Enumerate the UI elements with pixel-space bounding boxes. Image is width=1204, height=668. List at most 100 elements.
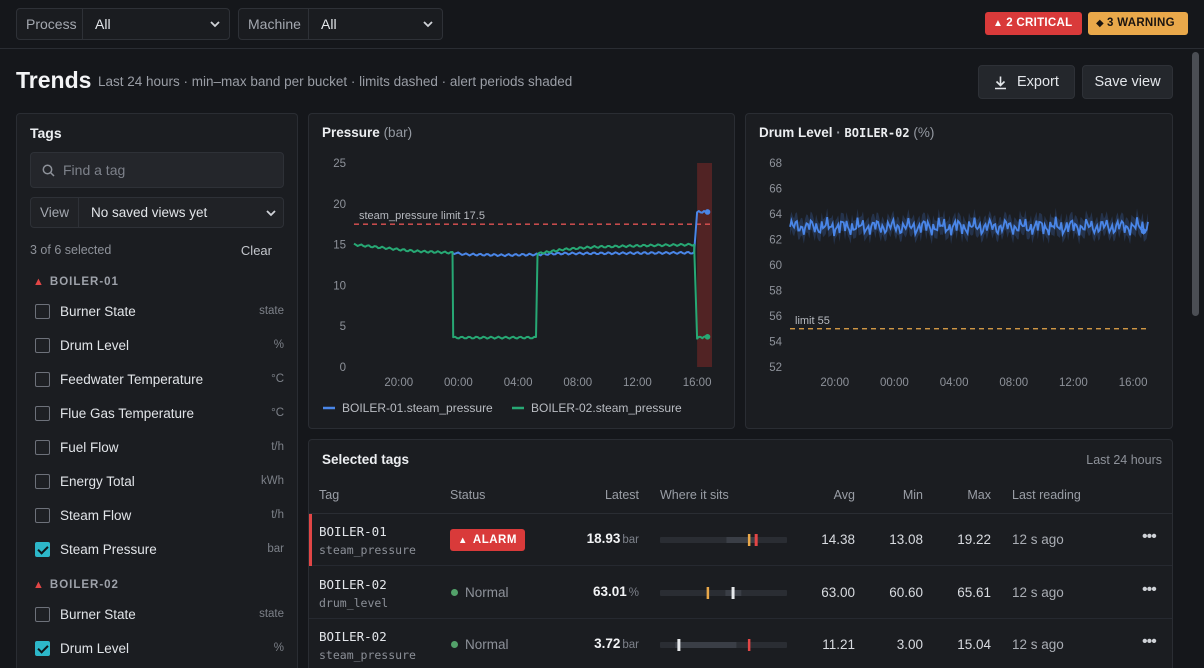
- tag-name: Steam Flow: [60, 508, 132, 523]
- avg-value: 11.21: [822, 637, 855, 652]
- pressure-chart-title: Pressure (bar): [322, 125, 412, 140]
- x-tick-label: 12:00: [623, 377, 652, 389]
- drum-chart-title: Drum Level · BOILER-02 (%): [759, 125, 935, 140]
- x-tick-label: 08:00: [999, 377, 1028, 389]
- col-header-max[interactable]: Max: [967, 488, 991, 502]
- avg-value: 14.38: [821, 532, 855, 547]
- tag-checkbox[interactable]: [35, 338, 50, 353]
- tag-checkbox[interactable]: [35, 406, 50, 421]
- tag-row[interactable]: Burner State state: [34, 302, 284, 322]
- legend-label: BOILER-01.steam_pressure: [342, 401, 493, 415]
- series-end-point: [704, 209, 711, 215]
- more-options-icon[interactable]: •••: [1142, 633, 1157, 650]
- tag-checkbox[interactable]: [35, 474, 50, 489]
- x-tick-label: 08:00: [563, 377, 592, 389]
- tag-checkbox[interactable]: [35, 372, 50, 387]
- series-line: [451, 210, 708, 258]
- tag-unit: °C: [271, 373, 284, 385]
- tag-unit: state: [259, 305, 284, 317]
- min-value: 13.08: [889, 532, 923, 547]
- machine-filter[interactable]: Machine All: [238, 8, 443, 40]
- x-tick-label: 12:00: [1059, 377, 1088, 389]
- tag-checkbox[interactable]: [35, 304, 50, 319]
- col-header-latest[interactable]: Latest: [604, 488, 639, 502]
- tag-checkbox[interactable]: [35, 508, 50, 523]
- tag-row[interactable]: Feedwater Temperature °C: [34, 370, 284, 390]
- tag-row[interactable]: Energy Total kWh: [34, 472, 284, 492]
- where-it-sits-gauge: [660, 639, 787, 651]
- col-header-status[interactable]: Status: [450, 488, 486, 502]
- row-machine: BOILER-01: [319, 524, 387, 539]
- table-range: Last 24 hours: [1086, 453, 1162, 467]
- group-header-boiler-01[interactable]: ▲ BOILER-01: [33, 276, 119, 288]
- x-tick-label: 16:00: [1119, 377, 1148, 389]
- x-tick-label: 00:00: [444, 377, 473, 389]
- where-it-sits-gauge: [660, 534, 787, 546]
- more-options-icon[interactable]: •••: [1142, 580, 1157, 598]
- table-row[interactable]: BOILER-02 drum_level Normal 63.01% 63.00 60.6…: [309, 567, 1172, 619]
- max-value: 65.61: [957, 584, 991, 600]
- pressure-chart[interactable]: 0 5 10 15 20 25 20:00 00:00 04:00 08:00 12:00 16:00…: [309, 114, 736, 430]
- tag-checkbox[interactable]: [35, 542, 50, 557]
- col-header-tag[interactable]: Tag: [319, 488, 340, 502]
- tag-row[interactable]: Burner State state: [34, 605, 284, 625]
- tag-row[interactable]: Flue Gas Temperature °C: [34, 404, 284, 424]
- more-options-icon[interactable]: •••: [1142, 528, 1157, 545]
- drum-level-chart[interactable]: 52 54 56 58 60 62 64 66 68 20:00 00:00 04:00 08:00 12…: [746, 114, 1174, 430]
- pressure-chart-panel: Pressure (bar) 0 5 10 15 20 25 20:00 00:00 04:00…: [308, 113, 735, 429]
- table-row[interactable]: BOILER-02 steam_pressure Normal 3.72 bar 11.2…: [309, 619, 1172, 668]
- export-button[interactable]: Export: [978, 65, 1075, 99]
- machine-filter-label: Machine: [239, 9, 309, 39]
- row-tag: drum_level: [319, 595, 389, 610]
- y-tick-label: 64: [769, 209, 782, 221]
- page-scrollbar[interactable]: [1192, 52, 1199, 316]
- page-subtitle: Last 24 hours · min–max band per bucket …: [98, 74, 573, 89]
- row-tag: steam_pressure: [319, 543, 416, 557]
- where-it-sits-gauge: [660, 586, 787, 599]
- tag-checkbox[interactable]: [35, 607, 50, 622]
- tag-row[interactable]: Steam Flow t/h: [34, 506, 284, 526]
- save-view-button[interactable]: Save view: [1082, 65, 1173, 99]
- col-header-avg[interactable]: Avg: [833, 488, 855, 502]
- gauge-value-marker: [677, 639, 681, 651]
- tag-row[interactable]: Drum Level%: [34, 336, 284, 356]
- tag-row[interactable]: Steam Pressure bar: [34, 540, 284, 560]
- latest-number: 63.01: [592, 583, 627, 599]
- machine-select[interactable]: All: [309, 9, 442, 39]
- table-row[interactable]: BOILER-01 steam_pressure ▲ ALARM 18.93 bar 14.…: [309, 514, 1172, 566]
- tag-search-input[interactable]: Find a tag: [30, 152, 284, 188]
- gauge-track: [660, 537, 787, 543]
- col-header-last-reading[interactable]: Last reading: [1012, 488, 1081, 502]
- col-header-min[interactable]: Min: [902, 488, 923, 502]
- warning-alerts-badge[interactable]: ◆ 3 WARNING: [1088, 12, 1188, 35]
- saved-view-select[interactable]: View No saved views yet: [30, 197, 284, 228]
- y-tick-label: 25: [333, 158, 346, 170]
- x-tick-label: 00:00: [880, 377, 909, 389]
- tag-name: Burner State: [60, 304, 136, 319]
- tag-unit: state: [259, 608, 284, 620]
- alert-triangle-icon: ▲: [33, 579, 45, 591]
- clear-selection-link[interactable]: Clear: [240, 243, 272, 258]
- latest-value: 18.93 bar: [519, 531, 639, 546]
- last-reading: 12 s ago: [1012, 584, 1064, 600]
- tag-unit: °C: [271, 407, 284, 419]
- process-select[interactable]: All: [83, 9, 229, 39]
- group-header-boiler-02[interactable]: ▲ BOILER-02: [33, 579, 119, 591]
- tag-checkbox[interactable]: [35, 440, 50, 455]
- y-tick-label: 15: [333, 240, 346, 252]
- last-reading: 12 s ago: [1012, 532, 1064, 547]
- gauge-value-marker: [754, 534, 758, 546]
- critical-alerts-badge[interactable]: ▲ 2 CRITICAL: [985, 12, 1082, 35]
- search-icon: [42, 164, 55, 177]
- process-filter[interactable]: Process All: [16, 8, 230, 40]
- tag-row[interactable]: Drum Level%: [34, 639, 284, 659]
- limit-label: limit 55: [795, 315, 830, 327]
- chart-tag: BOILER-02: [844, 126, 910, 140]
- gauge-value-marker: [731, 586, 735, 599]
- gauge-limit-marker: [747, 639, 751, 651]
- table-title: Selected tags: [322, 452, 410, 467]
- view-value-select[interactable]: No saved views yet: [79, 198, 283, 227]
- tag-unit: t/h: [271, 509, 284, 521]
- tag-row[interactable]: Fuel Flow t/h: [34, 438, 284, 458]
- tag-checkbox[interactable]: [35, 641, 50, 656]
